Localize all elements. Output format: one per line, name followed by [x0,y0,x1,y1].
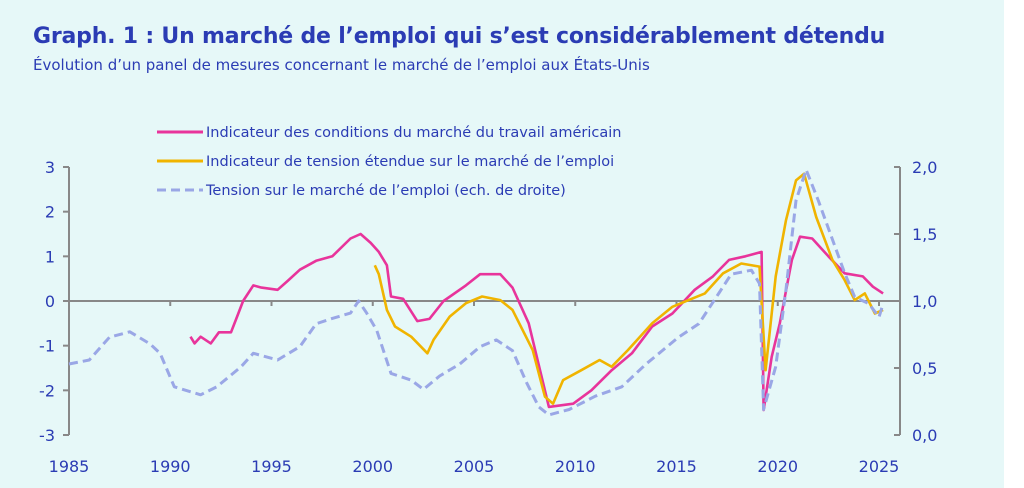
series-line-3 [68,168,885,417]
x-axis-tick-label: 2025 [859,457,900,476]
left-axis-tick-label: 0 [45,292,55,311]
right-axis-tick-label: 1,5 [912,225,937,244]
right-axis-tick-label: 1,0 [912,292,937,311]
x-axis-tick-label: 1995 [251,457,292,476]
x-axis-tick-label: 2020 [757,457,798,476]
legend-label-3: Tension sur le marché de l’emploi (ech. … [205,183,566,199]
left-axis-tick-label: -2 [39,381,55,400]
left-axis-tick-label: -1 [39,337,55,356]
x-axis-tick-label: 1985 [49,457,90,476]
legend-label-2: Indicateur de tension étendue sur le mar… [206,154,614,170]
series-line-1 [189,232,884,412]
right-axis-tick-label: 0,5 [912,359,937,378]
right-axis-tick-label: 2,0 [912,158,937,177]
chart-title: Graph. 1 : Un marché de l’emploi qui s’e… [33,24,886,49]
x-axis-tick-label: 1990 [150,457,191,476]
left-axis-tick-label: 1 [45,247,55,266]
chart-subtitle: Évolution d’un panel de mesures concerna… [33,56,650,74]
x-axis-tick-label: 2015 [656,457,697,476]
x-axis-tick-label: 2000 [352,457,393,476]
left-axis-tick-label: 2 [45,203,55,222]
x-axis-tick-label: 2005 [454,457,495,476]
right-axis-tick-label: 0,0 [912,426,937,445]
left-axis-tick-label: -3 [39,426,55,445]
x-axis-tick-label: 2010 [555,457,596,476]
left-axis-tick-label: 3 [45,158,55,177]
legend-label-1: Indicateur des conditions du marché du t… [206,125,621,141]
series-line-2 [373,172,884,406]
